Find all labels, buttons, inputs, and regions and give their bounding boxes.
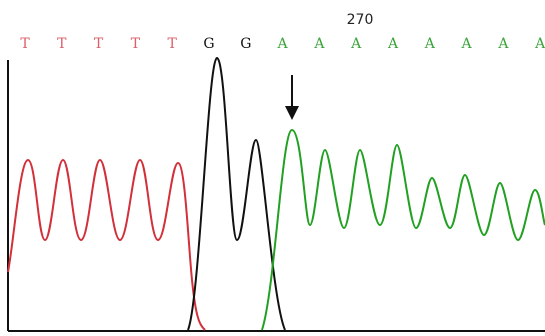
base-letter: T	[131, 36, 141, 52]
base-letter: G	[203, 36, 214, 52]
base-letter: A	[313, 36, 325, 52]
base-letter: T	[20, 36, 30, 52]
base-letter: A	[424, 36, 436, 52]
base-letter: A	[350, 36, 362, 52]
base-letter: T	[94, 36, 104, 52]
base-letter: A	[277, 36, 289, 52]
base-letter: T	[57, 36, 67, 52]
base-letter: G	[240, 36, 251, 52]
base-letter: A	[461, 36, 473, 52]
base-letter: T	[168, 36, 178, 52]
position-label: 270	[347, 12, 374, 28]
base-letter: A	[534, 36, 545, 52]
base-letter: A	[387, 36, 399, 52]
chromatogram: 270 T T T T T G G A A A A A A A A	[0, 0, 545, 336]
base-letter: A	[497, 36, 509, 52]
